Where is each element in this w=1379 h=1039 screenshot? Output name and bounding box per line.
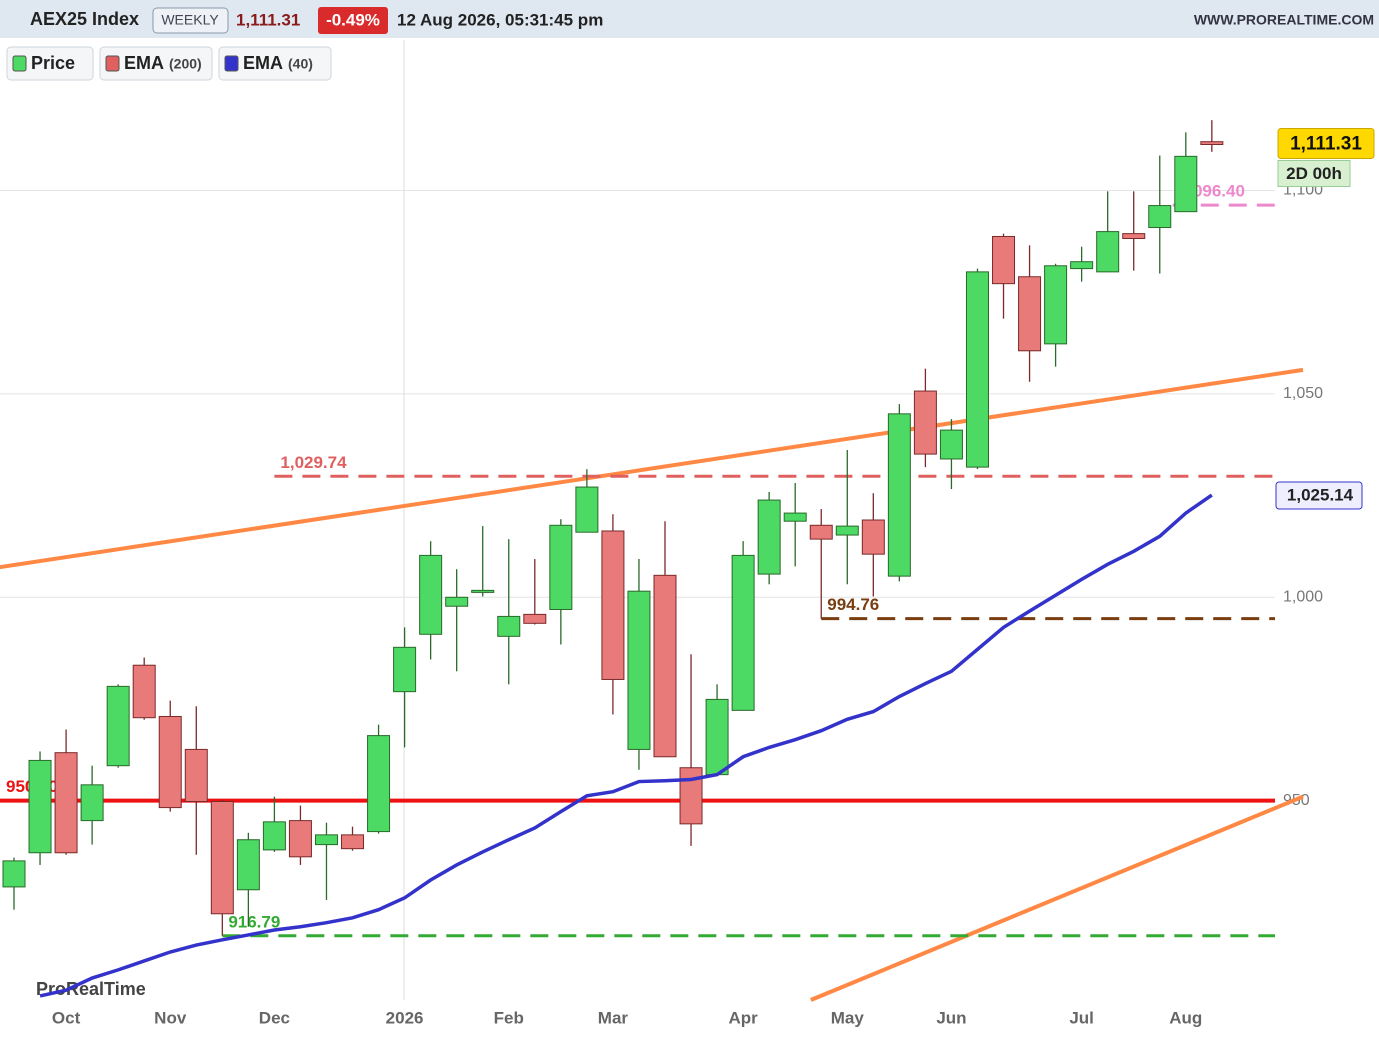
candle-body — [1044, 265, 1068, 345]
candle-body — [783, 512, 807, 522]
candle-body — [1096, 231, 1120, 273]
period[interactable]: WEEKLY — [161, 12, 219, 28]
legend-swatch — [105, 55, 120, 72]
x-tick-label: Jul — [1069, 1008, 1094, 1027]
trendline — [0, 367, 1304, 570]
candle-body — [992, 235, 1016, 285]
candle-body — [1018, 276, 1042, 352]
legend-item[interactable] — [218, 46, 332, 81]
candle-body — [184, 748, 208, 802]
x-tick-label: Feb — [494, 1008, 524, 1027]
candle-body — [705, 698, 729, 776]
legend-swatch — [224, 55, 239, 72]
y-tick-label: 1,050 — [1283, 385, 1323, 402]
ema-badge — [1275, 481, 1363, 510]
y-tick-label: 1,000 — [1283, 589, 1323, 606]
candle-body — [679, 767, 703, 825]
candle-body — [835, 525, 859, 536]
site: WWW.PROREALTIME.COM — [1194, 12, 1374, 28]
candle-body — [132, 664, 156, 719]
candle-body — [106, 685, 130, 767]
ema-line — [39, 493, 1213, 998]
candle-body — [80, 784, 104, 822]
candle-body — [861, 519, 885, 555]
x-tick-label: Mar — [598, 1008, 629, 1027]
level-label: 994.76 — [827, 595, 879, 614]
price: 1,111.31 — [236, 10, 300, 29]
x-tick-label: Dec — [259, 1008, 290, 1027]
x-tick-label: Apr — [728, 1008, 758, 1027]
candle-body — [1174, 155, 1198, 213]
x-tick-label: Aug — [1169, 1008, 1202, 1027]
candle-body — [314, 834, 338, 846]
candle-body — [210, 800, 234, 915]
x-tick-label: 2026 — [386, 1008, 424, 1027]
legend-period: (200) — [169, 56, 202, 72]
candle-body — [1200, 141, 1224, 146]
candle-body — [575, 486, 599, 533]
level-label: 1,029.74 — [280, 453, 347, 472]
candle-body — [288, 820, 312, 858]
legend-label: Price — [31, 53, 75, 73]
candle-body — [1148, 205, 1172, 229]
candle-body — [54, 752, 78, 854]
legend-swatch — [12, 55, 27, 72]
candle-body — [523, 613, 547, 624]
symbol: AEX25 Index — [30, 9, 139, 29]
candle-body — [887, 413, 911, 577]
legend-period: (40) — [288, 56, 313, 72]
candle-body — [601, 530, 625, 680]
period-box[interactable] — [152, 7, 229, 34]
candle-body — [549, 524, 573, 610]
candle-body — [965, 271, 989, 468]
candle-body — [28, 759, 52, 854]
price-badge-label: 1,111.31 — [1290, 134, 1362, 155]
candle-body — [757, 499, 781, 575]
legend-item[interactable] — [6, 46, 94, 81]
x-tick-label: May — [831, 1008, 865, 1027]
candle-body — [809, 524, 833, 540]
candle-body — [158, 715, 182, 809]
legend-label: EMA — [243, 53, 283, 73]
candle-body — [939, 429, 963, 460]
datetime: 12 Aug 2026, 05:31:45 pm — [397, 10, 603, 29]
trendline — [810, 794, 1304, 1002]
candle-body — [731, 554, 755, 711]
candle-body — [262, 821, 286, 851]
change: -0.49% — [326, 10, 380, 29]
change-box — [318, 7, 388, 34]
candle-body — [653, 574, 677, 758]
candle-body — [471, 589, 495, 593]
candle-body — [445, 596, 469, 607]
candle-body — [367, 735, 391, 833]
countdown: 2D 00h — [1286, 164, 1342, 183]
x-tick-label: Oct — [52, 1008, 81, 1027]
candle-body — [2, 860, 26, 888]
header-bar — [0, 0, 1379, 38]
candle-body — [497, 615, 521, 637]
ema-badge-label: 1,025.14 — [1287, 486, 1354, 505]
countdown-box — [1277, 160, 1351, 188]
candle-body — [1122, 233, 1146, 240]
candle-body — [419, 554, 443, 635]
brand: ProRealTime — [36, 979, 146, 999]
price-badge — [1277, 128, 1375, 160]
candle-body — [341, 834, 365, 850]
candle-body — [1070, 261, 1094, 270]
level-label: 916.79 — [228, 912, 280, 931]
legend-label: EMA — [124, 53, 164, 73]
candle-body — [913, 390, 937, 455]
candle-body — [236, 839, 260, 891]
legend: Price EMA (200) EMA (40) — [6, 46, 332, 81]
x-tick-label: Jun — [936, 1008, 966, 1027]
candle-body — [393, 646, 417, 693]
legend-item[interactable] — [99, 46, 213, 81]
x-tick-label: Nov — [154, 1008, 187, 1027]
candle-body — [627, 590, 651, 750]
